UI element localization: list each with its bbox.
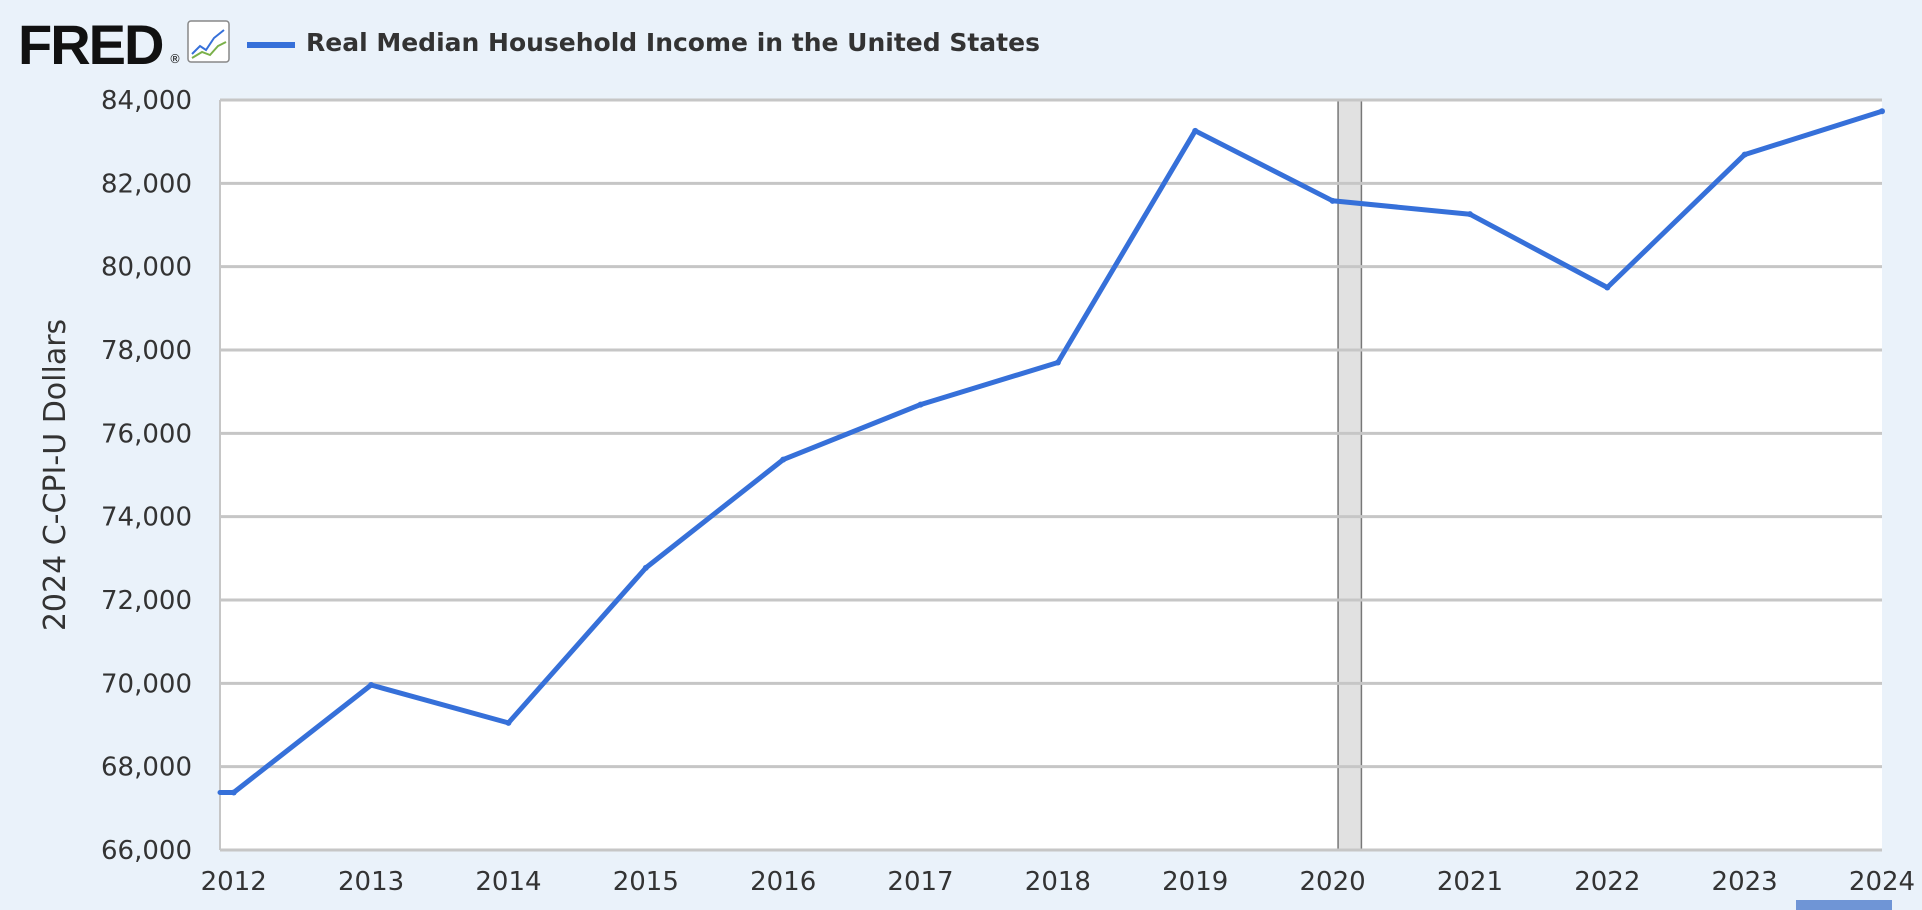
x-tick-label-2018: 2018 <box>1025 867 1091 897</box>
y-tick-label-82000: 82,000 <box>101 169 192 199</box>
data-point-2021[interactable] <box>1466 211 1473 218</box>
plot-area <box>220 100 1882 850</box>
legend-label: Real Median Household Income in the Unit… <box>306 28 1040 57</box>
x-tick-label-2019: 2019 <box>1162 867 1228 897</box>
x-tick-label-2022: 2022 <box>1574 867 1640 897</box>
x-tick-label-2012: 2012 <box>201 867 267 897</box>
x-tick-label-2016: 2016 <box>750 867 816 897</box>
x-tick-label-2015: 2015 <box>613 867 679 897</box>
recession-band-0 <box>1338 100 1362 850</box>
x-tick-label-2014: 2014 <box>475 867 541 897</box>
data-point-2024[interactable] <box>1879 108 1885 115</box>
y-tick-label-74000: 74,000 <box>101 503 192 533</box>
x-tick-label-2020: 2020 <box>1299 867 1365 897</box>
data-point-2016[interactable] <box>780 456 787 463</box>
y-tick-label-72000: 72,000 <box>101 586 192 616</box>
data-point-2013[interactable] <box>368 682 375 688</box>
data-point-2012[interactable] <box>230 789 237 796</box>
y-tick-label-66000: 66,000 <box>101 836 192 866</box>
x-tick-label-2021: 2021 <box>1437 867 1503 897</box>
y-axis-ticks: 66,000 68,000 70,000 72,000 74,000 76,000 78,0… <box>101 86 192 866</box>
gridlines <box>220 98 1882 852</box>
data-point-2017[interactable] <box>917 401 924 408</box>
logo-registered-mark: ® <box>169 52 181 66</box>
y-axis-label: 2024 C-CPI-U Dollars <box>38 319 73 631</box>
range-slider-handle[interactable] <box>1796 900 1892 910</box>
x-tick-label-2024: 2024 <box>1849 867 1915 897</box>
series-line-0[interactable] <box>217 108 1885 795</box>
recession-shading <box>1337 100 1363 850</box>
data-point-2019[interactable] <box>1192 127 1199 134</box>
x-tick-label-2023: 2023 <box>1712 867 1778 897</box>
data-point-2020[interactable] <box>1329 197 1336 204</box>
y-tick-label-68000: 68,000 <box>101 753 192 783</box>
data-point-2023[interactable] <box>1741 151 1748 158</box>
fred-logo[interactable]: FRED ® <box>18 13 181 76</box>
y-tick-label-80000: 80,000 <box>101 253 192 283</box>
data-point-2018[interactable] <box>1054 359 1061 366</box>
x-tick-label-2013: 2013 <box>338 867 404 897</box>
logo-text: FRED <box>18 13 163 76</box>
data-point-2014[interactable] <box>505 719 512 726</box>
x-tick-label-2017: 2017 <box>887 867 953 897</box>
y-tick-label-76000: 76,000 <box>101 419 192 449</box>
y-tick-label-78000: 78,000 <box>101 336 192 366</box>
data-point-2022[interactable] <box>1604 284 1611 291</box>
series-layer <box>217 108 1885 796</box>
trend-chart-icon[interactable] <box>187 20 230 63</box>
y-tick-label-84000: 84,000 <box>101 86 192 116</box>
data-point-2015[interactable] <box>642 564 649 571</box>
y-tick-label-70000: 70,000 <box>101 669 192 699</box>
legend: Real Median Household Income in the Unit… <box>247 28 1040 57</box>
x-axis-ticks: 2012 2013 2014 2015 2016 2017 2018 2019 2020 2021… <box>201 867 1915 897</box>
